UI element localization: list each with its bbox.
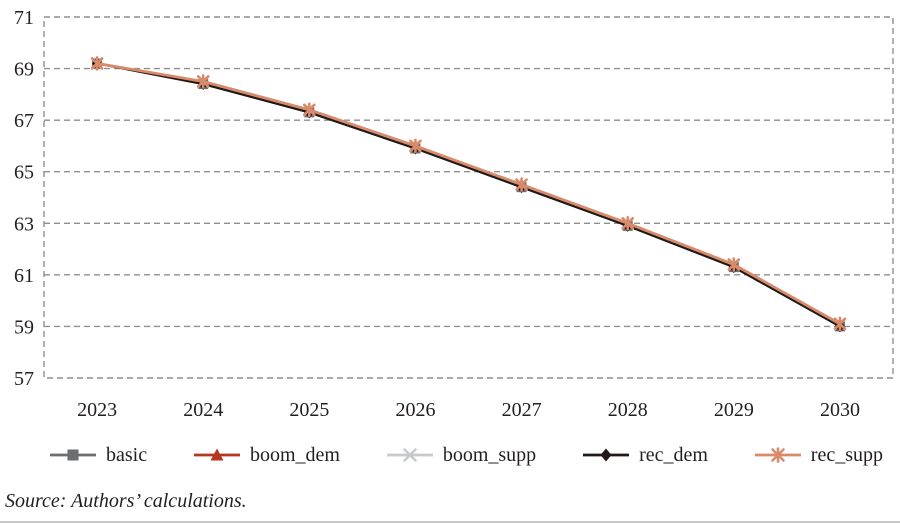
triangle-legend-marker-icon: [193, 448, 240, 461]
asterisk-marker: [90, 56, 104, 71]
y-axis-tick-label: 61: [14, 265, 34, 287]
square-legend-marker-icon: [50, 449, 96, 461]
y-axis-tick-label: 71: [14, 7, 34, 29]
bottom-rule: [0, 521, 900, 523]
x-axis-tick-label: 2030: [820, 399, 860, 421]
y-axis-tick-label: 65: [14, 162, 34, 184]
y-axis-tick-label: 67: [14, 110, 34, 132]
asterisk-marker: [833, 316, 847, 332]
series-line-rec_supp: [96, 62, 841, 326]
asterisk-marker: [409, 138, 422, 154]
line-chart: 57 59 61 63 65 67 69 71 2023 2024 2025 2026 2027 2028…: [14, 7, 894, 421]
series-rec_supp: [90, 56, 847, 332]
series-basic: [92, 58, 845, 332]
asterisk-marker: [621, 215, 634, 231]
legend-item-boom_supp: boom_supp: [386, 444, 537, 466]
x-marker: [403, 448, 417, 462]
x-axis-tick-label: 2029: [714, 399, 754, 421]
chart-legend: basic boom_dem boom_supp rec_dem rec_supp: [50, 441, 883, 469]
asterisk-marker: [770, 447, 785, 463]
series-boom_dem: [91, 57, 846, 329]
legend-item-basic: basic: [50, 445, 147, 465]
series-line-boom_supp: [96, 62, 841, 325]
diamond-marker: [600, 448, 612, 462]
series-boom_supp: [90, 57, 847, 331]
y-axis-tick-label: 57: [14, 368, 34, 390]
series-rec_dem: [92, 57, 845, 333]
legend-label: boom_supp: [442, 444, 537, 466]
x-axis-tick-label: 2026: [395, 399, 435, 421]
legend-label: rec_supp: [810, 444, 883, 466]
y-axis-tick-label: 63: [14, 213, 34, 235]
legend-item-rec_supp: rec_supp: [754, 444, 883, 466]
x-axis-tick-label: 2025: [289, 399, 329, 421]
legend-label: rec_dem: [639, 444, 708, 466]
plot-border: [43, 16, 894, 379]
source-note: Source: Authors’ calculations.: [5, 490, 247, 512]
diamond-legend-marker-icon: [583, 448, 630, 462]
square-marker: [67, 449, 79, 461]
triangle-marker: [210, 448, 224, 461]
x-axis-tick-label: 2023: [77, 399, 117, 421]
y-axis-tick-label: 69: [14, 59, 34, 81]
legend-label: boom_dem: [249, 444, 340, 466]
asterisk-marker: [727, 257, 741, 272]
series-line-rec_dem: [96, 62, 841, 328]
series-line-boom_dem: [96, 62, 841, 325]
x-axis-tick-label: 2024: [183, 399, 223, 421]
asterisk-marker: [515, 177, 528, 192]
legend-item-rec_dem: rec_dem: [583, 445, 708, 465]
y-axis-tick-label: 59: [14, 316, 34, 338]
x-axis-tick-label: 2028: [608, 399, 648, 421]
asterisk-legend-marker-icon: [754, 447, 801, 463]
legend-label: basic: [106, 444, 148, 466]
asterisk-marker: [196, 74, 210, 89]
series-line-basic: [96, 62, 841, 328]
x-legend-marker-icon: [386, 448, 433, 462]
asterisk-marker: [303, 102, 316, 118]
legend-item-boom_dem: boom_dem: [193, 444, 340, 466]
x-axis-tick-label: 2027: [502, 399, 542, 421]
